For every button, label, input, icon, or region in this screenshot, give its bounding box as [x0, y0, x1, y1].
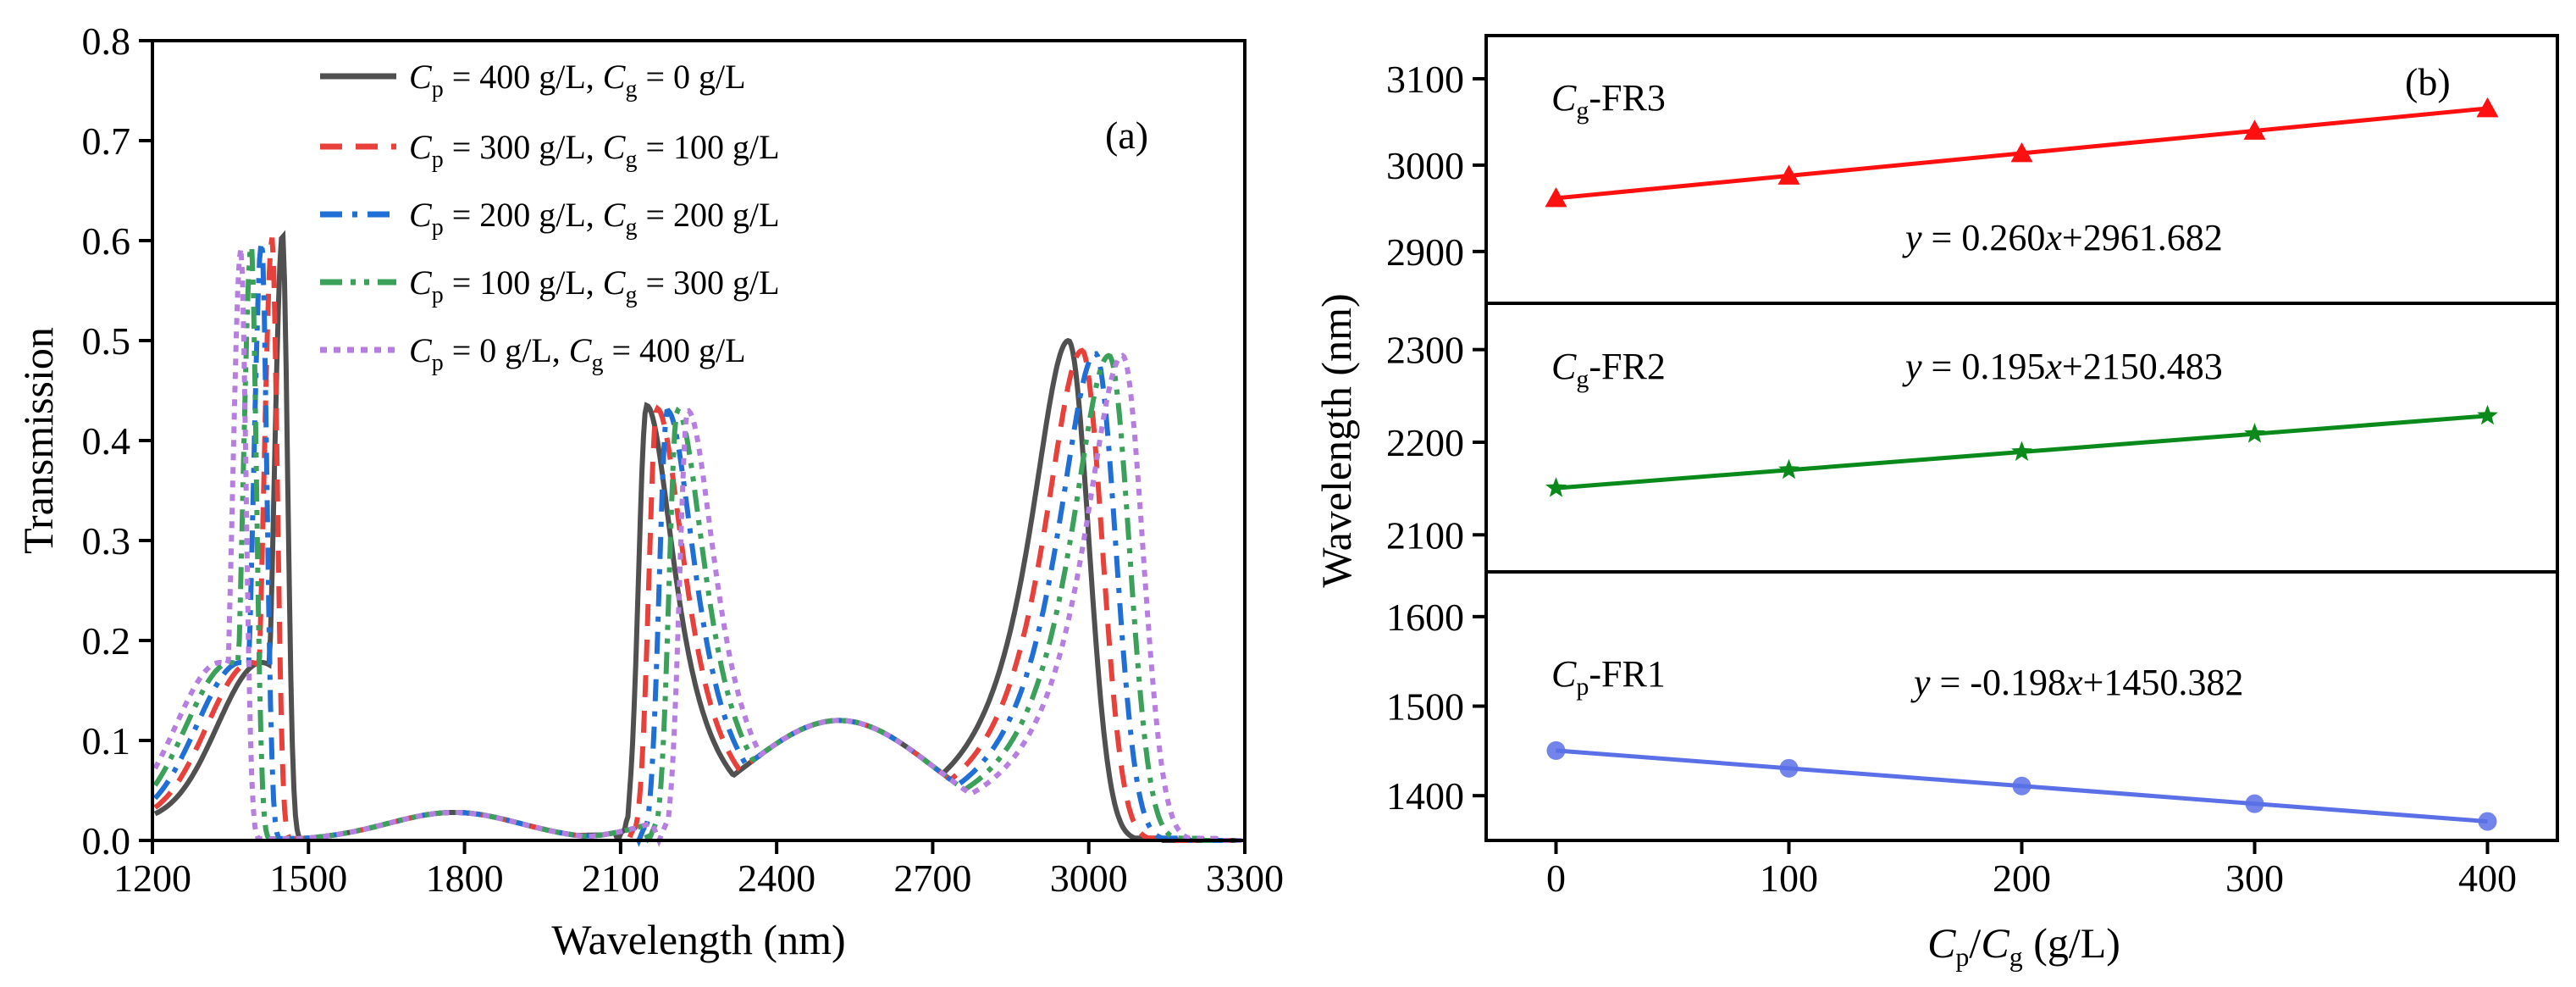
data-point [1545, 477, 1567, 497]
legend-label: Cp = 300 g/L, Cg = 100 g/L [409, 128, 780, 173]
legend-entry: Cp = 100 g/L, Cg = 300 g/L [320, 263, 780, 308]
panel-a-y-ticks: 0.0 0.1 0.2 0.3 0.4 0.5 0.6 0.7 0.8 [82, 19, 152, 862]
x-tick-label: 1500 [269, 857, 347, 900]
data-point [2010, 141, 2033, 163]
panel-b-series [1545, 97, 2499, 831]
data-point [2478, 812, 2497, 831]
data-point [1777, 164, 1800, 185]
data-point [2476, 97, 2499, 118]
panel-b-y-axis-title: Wavelength (nm) [1313, 293, 1360, 587]
legend-entry: Cp = 200 g/L, Cg = 200 g/L [320, 196, 780, 241]
transmission-series-line [152, 241, 1241, 847]
x-tick-label: 2700 [893, 857, 971, 900]
x-tick-label: 400 [2458, 857, 2517, 900]
data-point [2011, 441, 2032, 461]
y-tick-label: 0.8 [82, 19, 131, 63]
y-tick-label: 1400 [1386, 774, 1464, 818]
panel-a-legend: Cp = 400 g/L, Cg = 0 g/L Cp = 300 g/L, C… [320, 58, 780, 376]
y-tick-label: 0.3 [82, 519, 131, 563]
subplot-label-fr3: Cg-FR3 [1551, 77, 1666, 125]
legend-label: Cp = 200 g/L, Cg = 200 g/L [409, 196, 780, 241]
legend-label: Cp = 0 g/L, Cg = 400 g/L [409, 331, 746, 376]
y-tick-label: 2200 [1386, 421, 1464, 464]
y-tick-label: 3100 [1386, 58, 1464, 101]
y-tick-label: 1600 [1386, 596, 1464, 639]
data-point [1778, 458, 1799, 480]
legend-label: Cp = 400 g/L, Cg = 0 g/L [409, 58, 746, 103]
y-tick-label: 3000 [1386, 144, 1464, 187]
y-tick-label: 1500 [1386, 685, 1464, 729]
fit-equation-fr1: y = -0.198x+1450.382 [1910, 662, 2243, 703]
transmission-series-line [153, 230, 1241, 844]
subplot-label-fr2: Cg-FR2 [1551, 346, 1666, 393]
data-point [2243, 119, 2266, 140]
y-tick-label: 0.6 [82, 219, 131, 263]
fit-equation-fr3: y = 0.260x+2961.682 [1902, 217, 2223, 258]
x-tick-label: 3300 [1206, 857, 1284, 900]
y-tick-label: 2900 [1386, 230, 1464, 274]
transmission-series-line [152, 247, 1241, 847]
panel-b-x-ticks: 0 100 200 300 400 [1546, 840, 2517, 900]
y-tick-label: 0.1 [82, 719, 131, 762]
x-tick-label: 100 [1760, 857, 1818, 900]
panel-b-y-ticks: 2900 3000 3100 2100 2200 2300 1400 1500 1600 [1386, 58, 1486, 818]
x-tick-label: 3000 [1050, 857, 1128, 900]
legend-entry: Cp = 300 g/L, Cg = 100 g/L [320, 128, 780, 173]
panel-a-label: (a) [1105, 114, 1148, 157]
y-tick-label: 0.0 [82, 819, 131, 862]
y-tick-label: 2100 [1386, 513, 1464, 557]
x-tick-label: 1200 [113, 857, 191, 900]
panel-a-x-axis-title: Wavelength (nm) [551, 916, 845, 963]
legend-entry: Cp = 0 g/L, Cg = 400 g/L [320, 331, 746, 376]
x-tick-label: 0 [1546, 857, 1566, 900]
panel-b-x-axis-title: Cp/Cg (g/L) [1927, 919, 2120, 972]
y-tick-label: 0.2 [82, 619, 131, 663]
x-tick-label: 300 [2225, 857, 2284, 900]
y-tick-label: 0.5 [82, 319, 131, 363]
data-point [2245, 794, 2264, 813]
x-tick-label: 1800 [426, 857, 504, 900]
panel-a-y-axis-title: Transmission [14, 327, 62, 554]
transmission-series-line [153, 237, 1241, 844]
transmission-curves [152, 230, 1241, 847]
fit-equation-fr2: y = 0.195x+2150.483 [1902, 346, 2223, 387]
x-tick-label: 2400 [738, 857, 815, 900]
data-point [2244, 423, 2265, 443]
y-tick-label: 0.4 [82, 419, 131, 463]
panel-b-label: (b) [2405, 60, 2451, 103]
data-point [1545, 186, 1567, 208]
y-tick-label: 0.7 [82, 119, 131, 163]
panel-a-x-ticks: 1200 1500 1800 2100 2400 2700 3000 3300 [113, 840, 1284, 900]
x-tick-label: 2100 [582, 857, 660, 900]
y-tick-label: 2300 [1386, 329, 1464, 372]
legend-entry: Cp = 400 g/L, Cg = 0 g/L [320, 58, 746, 103]
x-tick-label: 200 [1993, 857, 2051, 900]
data-point [2477, 404, 2498, 425]
subplot-label-fr1: Cp-FR1 [1551, 653, 1666, 701]
panel-b: 0 100 200 300 400 2900 3000 3100 2100 2200 2300 14… [1313, 34, 2559, 972]
data-point [1546, 740, 1566, 760]
data-point [2012, 776, 2032, 796]
data-point [1779, 758, 1799, 778]
legend-label: Cp = 100 g/L, Cg = 300 g/L [409, 263, 780, 308]
panel-a: 1200 1500 1800 2100 2400 2700 3000 3300 0.00.10… [14, 19, 1284, 963]
